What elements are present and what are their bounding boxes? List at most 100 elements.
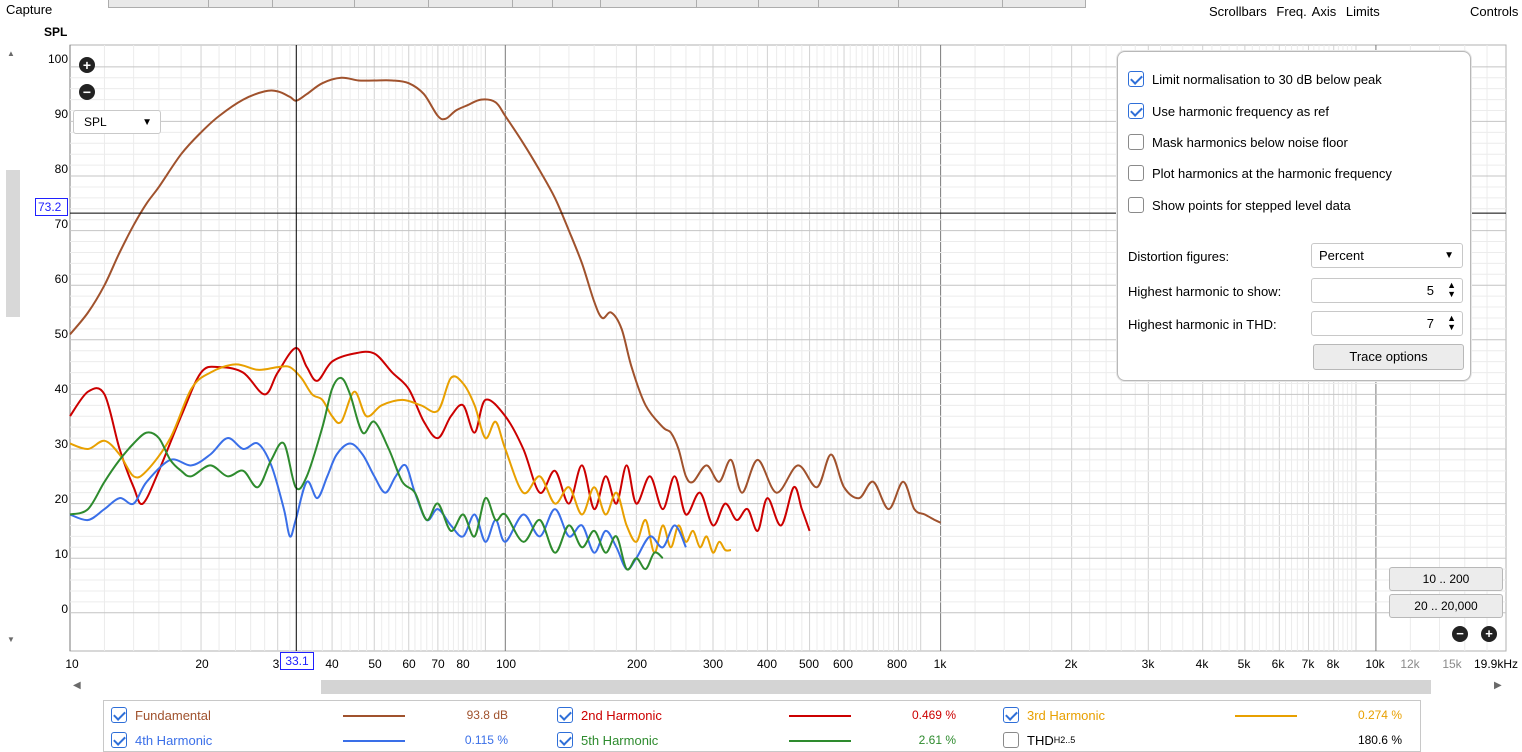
trace-type-value: SPL [84,115,107,129]
x-tick-label: 12k [1400,657,1420,671]
y-axis-title: SPL [44,25,68,39]
x-tick-label: 3 [272,657,280,671]
y-tick-label: 30 [54,437,68,451]
option-plot-at-harmonic-freq[interactable]: Plot harmonics at the harmonic frequency [1128,163,1392,183]
checkbox-checked-icon[interactable] [1003,707,1019,723]
legend-item-2nd-harmonic[interactable]: 2nd Harmonic [557,705,662,725]
x-tick-label: 6k [1271,657,1285,671]
legend-item-5th-harmonic[interactable]: 5th Harmonic [557,730,658,750]
x-tick-label: 19.9kHz [1473,657,1519,671]
x-tick-label: 40 [325,657,339,671]
option-limit-normalisation[interactable]: Limit normalisation to 30 dB below peak [1128,69,1382,89]
highest-harmonic-thd-value: 7 [1426,316,1434,331]
legend-value: 180.6 % [1357,733,1402,747]
capture-menu[interactable]: Capture [6,2,53,17]
checkbox-unchecked-icon[interactable] [1128,165,1144,181]
legend-label: Fundamental [135,707,211,723]
freq-axis-link[interactable]: Freq. Axis [1276,4,1337,19]
x-tick-label: 4k [1195,657,1209,671]
x-tick-label: 60 [402,657,416,671]
legend-line-swatch [1235,715,1297,717]
x-tick-label: 8k [1326,657,1340,671]
x-tick-label: 2k [1064,657,1078,671]
legend-value: 93.8 dB [466,708,508,722]
y-tick-label: 70 [54,217,68,231]
toolbar-tabs[interactable] [108,0,1086,8]
horizontal-scrollbar[interactable]: ◀ ▶ [70,678,1510,696]
x-zoom-in-icon[interactable]: + [1481,626,1497,642]
spinner-arrows-icon[interactable]: ▲ ▼ [1447,313,1456,332]
distortion-figures-value: Percent [1319,248,1364,263]
y-tick-label: 40 [54,382,68,396]
trace-legend: Fundamental 93.8 dB 2nd Harmonic 0.469 %… [103,700,1421,752]
legend-label: 3rd Harmonic [1027,707,1106,723]
option-show-stepped-points[interactable]: Show points for stepped level data [1128,195,1351,215]
horizontal-scroll-thumb[interactable] [321,680,1431,694]
limits-link[interactable]: Limits [1345,4,1380,19]
checkbox-checked-icon[interactable] [557,707,573,723]
zoom-in-icon[interactable]: + [79,57,95,73]
x-tick-label: 10 [65,657,79,671]
x-tick-label: 100 [495,657,517,671]
trace-5th-harmonic [69,376,664,571]
legend-label: THD [1027,732,1054,748]
legend-item-3rd-harmonic[interactable]: 3rd Harmonic [1003,705,1105,725]
trace-type-select[interactable]: SPL ▼ [73,110,161,134]
distortion-figures-label: Distortion figures: [1128,249,1230,264]
range-10-200-button[interactable]: 10 .. 200 [1389,567,1503,591]
legend-item-4th-harmonic[interactable]: 4th Harmonic [111,730,212,750]
checkbox-unchecked-icon[interactable] [1128,197,1144,213]
checkbox-checked-icon[interactable] [111,732,127,748]
zoom-out-icon[interactable]: − [79,84,95,100]
vertical-scroll-thumb[interactable] [6,170,20,317]
chevron-down-icon: ▼ [142,117,152,128]
checkbox-unchecked-icon[interactable] [1128,134,1144,150]
option-harmonic-freq-ref[interactable]: Use harmonic frequency as ref [1128,101,1329,121]
distortion-options-panel: Limit normalisation to 30 dB below peak … [1117,51,1471,381]
x-tick-label: 600 [832,657,854,671]
checkbox-unchecked-icon[interactable] [1003,732,1019,748]
x-tick-label: 10k [1365,657,1385,671]
scroll-up-icon[interactable]: ▲ [7,49,15,58]
legend-line-swatch [343,715,405,717]
distortion-figures-select[interactable]: Percent ▼ [1311,243,1463,268]
y-tick-label: 10 [54,547,68,561]
checkbox-checked-icon[interactable] [1128,71,1144,87]
x-zoom-out-icon[interactable]: − [1452,626,1468,642]
x-tick-label: 5k [1237,657,1251,671]
range-20-20000-button[interactable]: 20 .. 20,000 [1389,594,1503,618]
vertical-scrollbar[interactable]: ▲ ▼ [0,45,22,651]
trace-2nd-harmonic [69,347,811,532]
legend-line-swatch [789,715,851,717]
trace-fundamental [69,76,942,524]
spinner-arrows-icon[interactable]: ▲ ▼ [1447,280,1456,299]
scroll-down-icon[interactable]: ▼ [7,635,15,644]
highest-harmonic-thd-spinner[interactable]: 7 ▲ ▼ [1311,311,1463,336]
y-tick-label: 60 [54,272,68,286]
legend-item-thd[interactable]: THD H2..5 [1003,730,1075,750]
trace-options-button[interactable]: Trace options [1313,344,1464,370]
y-tick-label: 100 [47,52,68,66]
x-tick-label: 20 [195,657,209,671]
highest-harmonic-show-spinner[interactable]: 5 ▲ ▼ [1311,278,1463,303]
checkbox-checked-icon[interactable] [557,732,573,748]
y-tick-label: 0 [61,602,68,616]
x-tick-label: 80 [456,657,470,671]
option-mask-noise-floor[interactable]: Mask harmonics below noise floor [1128,132,1348,152]
x-tick-label: 300 [702,657,724,671]
scroll-right-icon[interactable]: ▶ [1494,680,1502,691]
scrollbars-link[interactable]: Scrollbars [1209,4,1267,19]
legend-item-fundamental[interactable]: Fundamental [111,705,211,725]
legend-line-swatch [789,740,851,742]
checkbox-checked-icon[interactable] [1128,103,1144,119]
x-tick-label: 3k [1141,657,1155,671]
highest-harmonic-thd-label: Highest harmonic in THD: [1128,317,1277,332]
trace-3rd-harmonic [69,363,732,554]
x-tick-label: 7k [1301,657,1315,671]
scroll-left-icon[interactable]: ◀ [73,680,81,691]
trace-4th-harmonic [69,437,687,571]
x-tick-label: 1k [933,657,947,671]
controls-link[interactable]: Controls [1470,4,1519,19]
checkbox-checked-icon[interactable] [111,707,127,723]
x-tick-label: 70 [431,657,445,671]
